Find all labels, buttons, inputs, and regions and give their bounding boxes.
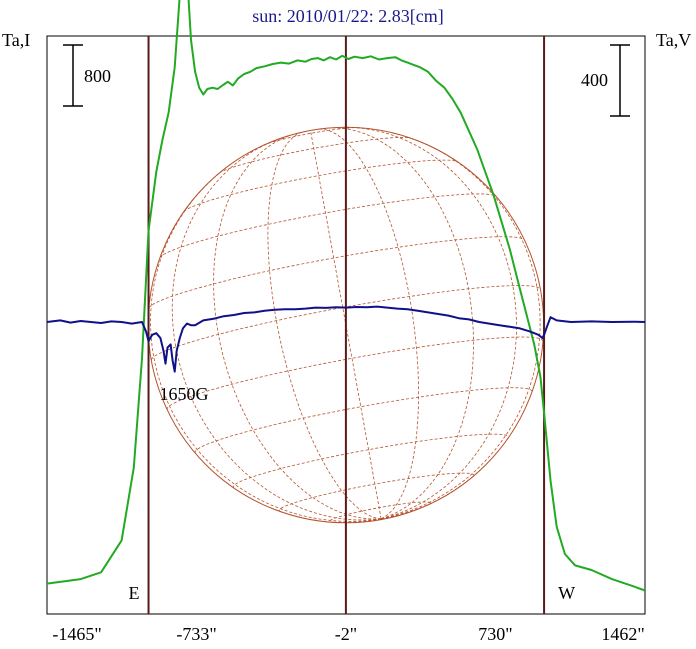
longitude-line xyxy=(381,132,541,520)
series-line-I xyxy=(46,0,646,592)
latitude-line xyxy=(219,136,411,174)
longitude-line xyxy=(271,507,382,523)
x-tick-label: -2" xyxy=(335,624,357,644)
longitude-line xyxy=(267,131,382,520)
data-series xyxy=(46,0,646,592)
y-axis-label-right: Ta,V xyxy=(656,30,691,50)
limb-lines xyxy=(147,36,546,614)
longitude-line xyxy=(381,517,389,520)
latitude-line xyxy=(166,336,544,410)
west-limb-label: W xyxy=(558,583,575,603)
longitude-line xyxy=(171,136,382,521)
y-axis-label-left: Ta,I xyxy=(2,30,30,50)
x-tick-label: -1465" xyxy=(52,624,101,644)
longitude-line xyxy=(213,132,382,520)
x-tick-labels: -1465" -733" -2" 730" 1462" xyxy=(52,624,644,644)
longitude-line xyxy=(150,160,382,522)
scale-label-left: 800 xyxy=(84,66,111,86)
longitude-line xyxy=(317,128,420,520)
chart-title: sun: 2010/01/22: 2.83[cm] xyxy=(252,6,444,26)
field-annotation: 1650G xyxy=(159,384,208,404)
longitude-line xyxy=(337,126,517,520)
longitude-line xyxy=(381,469,481,520)
latitude-line xyxy=(263,127,360,146)
latitude-line xyxy=(194,387,533,454)
series-line-V xyxy=(46,305,646,373)
scale-bar-left xyxy=(63,44,83,107)
scale-label-right: 400 xyxy=(581,70,608,90)
latitude-line xyxy=(183,159,458,212)
longitude-line xyxy=(323,127,474,520)
x-tick-label: 1462" xyxy=(601,624,644,644)
latitude-line xyxy=(232,433,509,489)
x-tick-label: 730" xyxy=(478,624,512,644)
x-tick-label: -733" xyxy=(176,624,216,644)
scale-bar-right xyxy=(610,44,630,117)
east-limb-label: E xyxy=(129,583,140,603)
